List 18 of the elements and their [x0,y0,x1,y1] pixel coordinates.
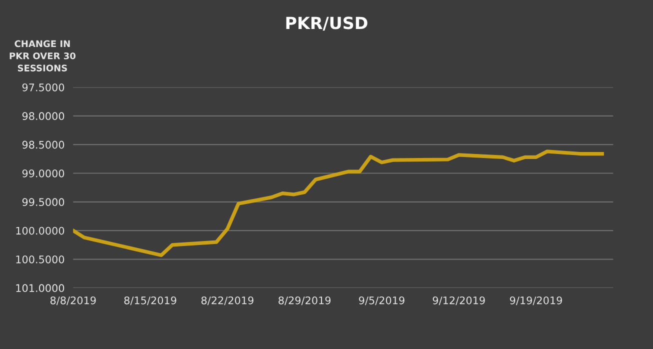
y-tick-label: 98.5000 [22,140,64,149]
x-tick-label: 9/19/2019 [510,296,562,306]
y-tick-label: 98.0000 [22,112,64,120]
line-series [73,150,604,258]
x-tick-label: 8/22/2019 [201,296,254,306]
y-tick-label: 99.5000 [22,198,64,206]
chart-title: PKR/USD [286,16,368,31]
y-tick-label: 97.5000 [22,83,64,92]
x-tick-label: 8/29/2019 [278,296,331,306]
y-tick-label: 100.5000 [16,255,64,264]
y-tick-label: 100.0000 [16,226,64,235]
x-tick-label: 9/5/2019 [358,296,404,306]
y-tick-label: 101.0000 [16,284,64,292]
x-tick-label: 8/8/2019 [50,296,96,306]
x-tick-label: 8/15/2019 [124,296,176,306]
y-axis-title: CHANGE IN PKR OVER 30 SESSIONS [10,40,76,72]
x-tick-label: 9/12/2019 [432,296,485,306]
y-tick-label: 99.0000 [22,169,64,178]
